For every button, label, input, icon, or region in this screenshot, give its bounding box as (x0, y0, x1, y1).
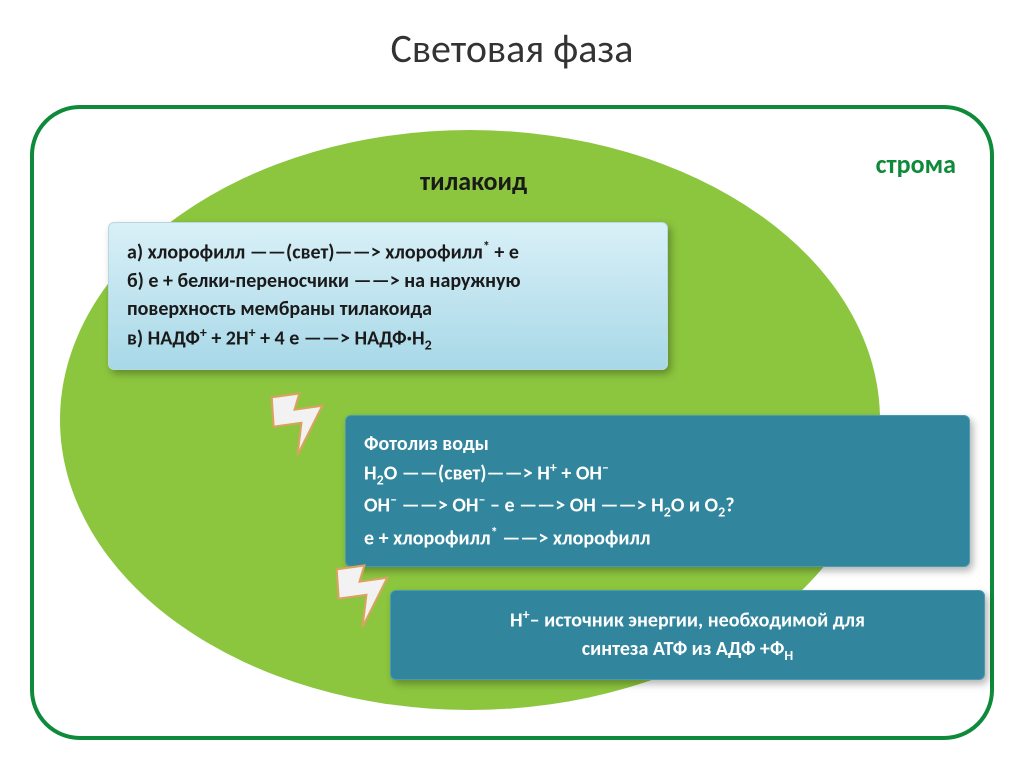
thylakoid-label: тилакоид (420, 165, 527, 197)
box2-line2: H2O ——(свет)——> H+ + OH– (364, 458, 951, 490)
arrow-icon-1 (265, 388, 335, 458)
box1-line4: в) НАДФ+ + 2H+ + 4 е ——> НАДФ·H2 (127, 323, 649, 355)
box2-line1: Фотолиз воды (364, 430, 951, 458)
box3-line2: синтеза АТФ из АДФ +ФН (409, 635, 966, 666)
box2-line3: OH– ——> OH– – e ——> OH ——> H2O и O2? (364, 490, 951, 522)
stroma-label: строма (876, 148, 956, 180)
box1-line2: б) е + белки-переносчики ——> на наружную (127, 267, 649, 295)
box2-line4: e + хлорофилл* ——> хлорофилл (364, 523, 951, 553)
atp-source-box: H+– источник энергии, необходимой для си… (390, 590, 985, 680)
photolysis-box: Фотолиз воды H2O ——(свет)——> H+ + OH– OH… (345, 415, 970, 567)
reactions-box-1: а) хлорофилл ——(свет)——> хлорофилл* + е … (108, 222, 668, 370)
box3-line1: H+– источник энергии, необходимой для (409, 605, 966, 635)
slide-title: Световая фаза (0, 0, 1024, 73)
box1-line3: поверхность мембраны тилакоида (127, 295, 649, 323)
box1-line1: а) хлорофилл ——(свет)——> хлорофилл* + е (127, 237, 649, 267)
